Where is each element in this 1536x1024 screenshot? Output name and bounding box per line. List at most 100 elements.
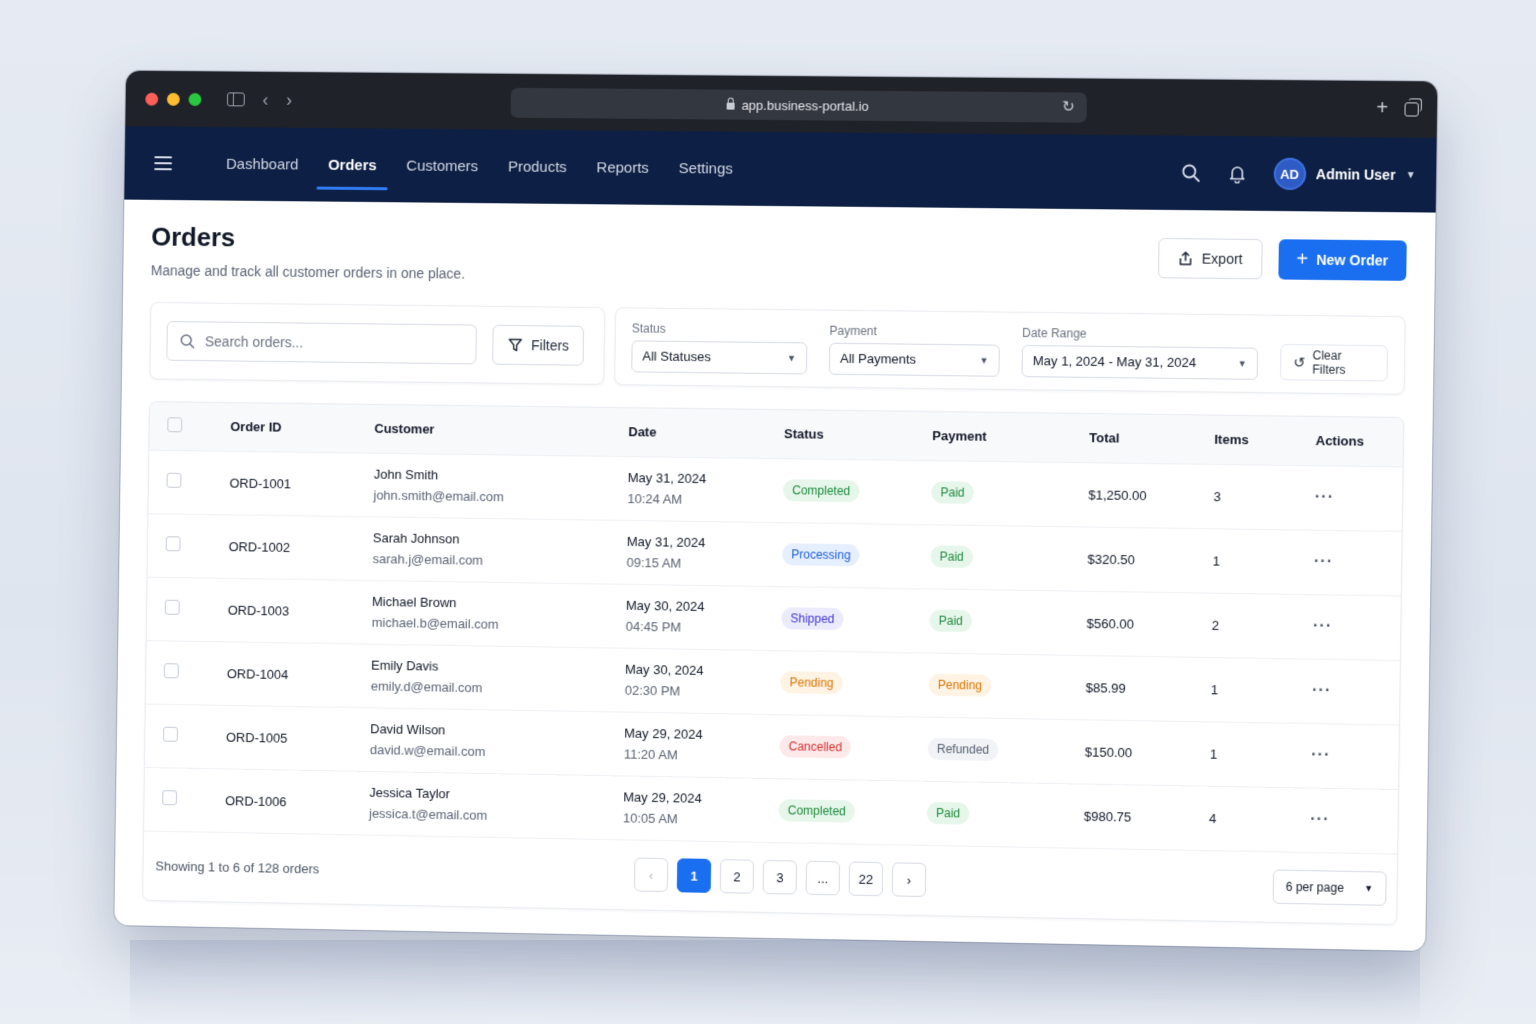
- customer-email: michael.b@email.com: [372, 615, 602, 634]
- avatar: AD: [1273, 158, 1306, 191]
- order-items: 3: [1201, 464, 1303, 530]
- payment-filter-label: Payment: [829, 323, 1000, 339]
- order-id[interactable]: ORD-1004: [215, 641, 360, 707]
- user-menu[interactable]: AD Admin User ▼: [1273, 158, 1416, 192]
- col-total[interactable]: Total: [1077, 414, 1203, 464]
- new-order-label: New Order: [1316, 252, 1388, 269]
- row-checkbox[interactable]: [162, 790, 177, 805]
- chevron-down-icon: ▼: [1406, 169, 1416, 180]
- row-checkbox[interactable]: [164, 663, 179, 678]
- per-page-value: 6 per page: [1286, 880, 1344, 895]
- payment-badge: Paid: [930, 609, 973, 632]
- order-total: $85.99: [1073, 655, 1199, 721]
- customer-name: Jessica Taylor: [369, 785, 599, 804]
- nav-dashboard[interactable]: Dashboard: [211, 127, 314, 201]
- row-actions-icon[interactable]: ···: [1313, 617, 1332, 634]
- payment-select[interactable]: All Payments ▼: [829, 342, 1000, 376]
- page-2-button[interactable]: 2: [720, 859, 754, 894]
- clear-filters-label: Clear Filters: [1312, 348, 1375, 377]
- select-filter-card: Status All Statuses ▼ Payment All Paymen…: [614, 307, 1406, 395]
- order-items: 1: [1197, 721, 1299, 787]
- nav-settings[interactable]: Settings: [663, 131, 748, 206]
- zoom-window-button[interactable]: [189, 93, 202, 106]
- status-select[interactable]: All Statuses ▼: [631, 340, 807, 374]
- bell-icon[interactable]: [1227, 163, 1248, 183]
- filters-button[interactable]: Filters: [492, 325, 584, 366]
- back-icon[interactable]: ‹: [262, 91, 268, 109]
- payment-badge: Pending: [929, 674, 992, 697]
- minimize-window-button[interactable]: [167, 92, 180, 105]
- export-button[interactable]: Export: [1158, 238, 1262, 279]
- close-window-button[interactable]: [145, 92, 158, 105]
- page-3-button[interactable]: 3: [763, 860, 797, 895]
- reset-icon: ↺: [1293, 354, 1305, 371]
- row-actions-icon[interactable]: ···: [1311, 746, 1330, 763]
- order-time: 10:05 AM: [623, 811, 755, 828]
- order-total: $150.00: [1072, 719, 1198, 785]
- nav-orders[interactable]: Orders: [313, 128, 392, 202]
- url-text: app.business-portal.io: [741, 97, 868, 113]
- order-items: 1: [1198, 657, 1300, 723]
- forward-icon[interactable]: ›: [286, 91, 292, 109]
- reload-icon[interactable]: ↻: [1062, 97, 1075, 115]
- row-checkbox[interactable]: [165, 600, 180, 615]
- order-id[interactable]: ORD-1003: [216, 578, 361, 644]
- status-badge: Cancelled: [780, 735, 852, 758]
- search-icon[interactable]: [1180, 163, 1200, 183]
- next-page-button[interactable]: ›: [892, 862, 927, 897]
- col-customer[interactable]: Customer: [362, 405, 617, 456]
- order-date: May 30, 2024: [625, 662, 757, 679]
- select-all-checkbox[interactable]: [167, 417, 182, 432]
- order-items: 4: [1196, 786, 1298, 852]
- search-input[interactable]: [205, 333, 442, 352]
- sidebar-toggle-icon[interactable]: [227, 92, 245, 106]
- date-range-select[interactable]: May 1, 2024 - May 31, 2024 ▼: [1022, 344, 1259, 379]
- page-ellipsis: ...: [806, 861, 840, 896]
- address-bar[interactable]: app.business-portal.io ↻: [510, 88, 1086, 123]
- col-items[interactable]: Items: [1202, 415, 1304, 465]
- row-actions-icon[interactable]: ···: [1310, 811, 1329, 828]
- new-order-button[interactable]: + New Order: [1278, 239, 1407, 281]
- new-tab-icon[interactable]: +: [1376, 97, 1388, 120]
- order-total: $560.00: [1074, 591, 1200, 657]
- tab-overview-icon[interactable]: [1404, 102, 1418, 116]
- col-status[interactable]: Status: [772, 410, 921, 460]
- status-filter-label: Status: [632, 321, 808, 337]
- col-actions: Actions: [1303, 417, 1403, 467]
- col-date[interactable]: Date: [616, 408, 772, 458]
- page-1-button[interactable]: 1: [677, 858, 711, 893]
- order-items: 2: [1199, 592, 1301, 658]
- row-checkbox[interactable]: [166, 536, 181, 551]
- row-checkbox[interactable]: [163, 727, 178, 742]
- status-badge: Pending: [780, 671, 842, 694]
- nav-products[interactable]: Products: [493, 129, 583, 204]
- menu-icon[interactable]: [154, 152, 172, 174]
- order-time: 11:20 AM: [624, 747, 756, 764]
- prev-page-button[interactable]: ‹: [634, 857, 668, 892]
- user-name: Admin User: [1316, 166, 1396, 183]
- order-id[interactable]: ORD-1006: [213, 768, 358, 834]
- order-total: $980.75: [1071, 783, 1197, 850]
- row-actions-icon[interactable]: ···: [1314, 553, 1333, 570]
- order-id[interactable]: ORD-1001: [217, 451, 362, 517]
- search-box[interactable]: [166, 321, 477, 364]
- nav-reports[interactable]: Reports: [581, 130, 664, 205]
- row-checkbox[interactable]: [167, 473, 182, 488]
- order-id[interactable]: ORD-1005: [214, 705, 359, 771]
- browser-window: ‹ › app.business-portal.io ↻ + Dashboard…: [114, 71, 1437, 951]
- col-payment[interactable]: Payment: [920, 412, 1078, 462]
- order-time: 10:24 AM: [627, 491, 759, 508]
- customer-name: Sarah Johnson: [373, 530, 603, 548]
- page-title: Orders: [151, 222, 466, 256]
- page-22-button[interactable]: 22: [849, 862, 884, 897]
- chevron-down-icon: ▼: [1364, 883, 1373, 893]
- status-badge: Completed: [783, 479, 859, 502]
- row-actions-icon[interactable]: ···: [1312, 682, 1331, 699]
- clear-filters-button[interactable]: ↺ Clear Filters: [1280, 344, 1388, 382]
- col-order-id[interactable]: Order ID: [218, 403, 363, 453]
- row-actions-icon[interactable]: ···: [1315, 488, 1334, 505]
- nav-customers[interactable]: Customers: [391, 129, 494, 204]
- order-id[interactable]: ORD-1002: [216, 514, 361, 580]
- search-icon: [179, 333, 195, 349]
- per-page-select[interactable]: 6 per page ▼: [1272, 869, 1386, 905]
